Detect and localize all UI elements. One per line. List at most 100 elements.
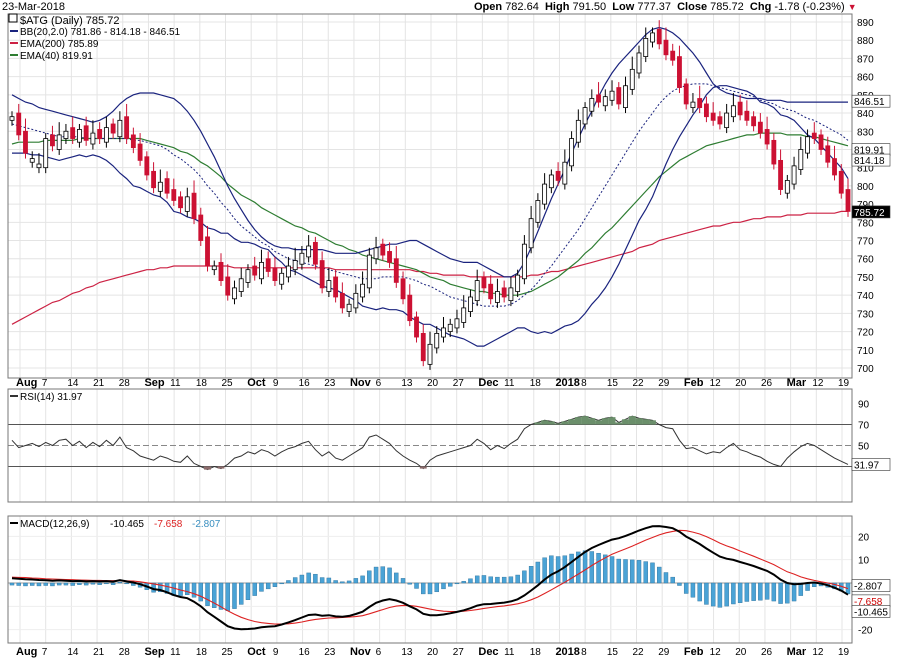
candle (387, 251, 392, 263)
price-tick-label: 840 (857, 109, 874, 120)
macd-histogram-bar (198, 582, 203, 602)
low-value: 777.37 (637, 1, 671, 13)
x-tick-label: 23 (324, 378, 336, 389)
macd-histogram-bar (616, 558, 621, 584)
price-tick-label: 760 (857, 255, 874, 266)
macd-histogram-bar (407, 582, 412, 585)
symbol-checkbox-icon[interactable] (8, 13, 18, 23)
candle (29, 158, 35, 163)
x-tick-label: Feb (684, 377, 704, 389)
candle (312, 241, 318, 265)
macd-histogram-bar (205, 582, 210, 606)
bb-lower-line (12, 85, 849, 347)
candle (103, 127, 109, 143)
macd-histogram-bar (441, 582, 446, 590)
macd-panel (9, 525, 851, 631)
macd-histogram-bar (690, 582, 696, 598)
macd-histogram-bar (522, 570, 527, 584)
macd-histogram-bar (9, 582, 15, 586)
macd-histogram-bar (394, 572, 399, 584)
x-tick-label: Oct (247, 646, 266, 658)
macd-histogram-bar (360, 575, 365, 584)
price-tick-label: 740 (857, 291, 874, 302)
macd-histogram-bar (225, 582, 230, 611)
svg-text:814.18: 814.18 (854, 156, 885, 167)
candle (299, 252, 305, 265)
macd-histogram-bar (549, 555, 554, 584)
x-tick-label: 12 (812, 378, 824, 389)
macd-histogram-bar (508, 576, 514, 584)
x-tick-label: 14 (67, 378, 79, 389)
candle (265, 258, 271, 272)
macd-histogram-bar (528, 566, 534, 584)
candle (90, 132, 96, 145)
macd-histogram-bar (367, 570, 372, 584)
macd-histogram-bar (448, 582, 453, 587)
macd-tick-label: 10 (858, 556, 870, 567)
macd-histogram-bar (596, 552, 601, 584)
x-tick-label: Sep (144, 646, 164, 658)
price-tick-label: 810 (857, 164, 874, 175)
candle (164, 178, 170, 194)
x-tick-label: 28 (119, 647, 131, 658)
price-tick-label: 710 (857, 346, 874, 357)
price-value-tag: 785.72 (851, 205, 891, 219)
x-tick-label: 26 (761, 647, 773, 658)
macd-histogram-bar (191, 582, 197, 598)
x-tick-label: 19 (838, 378, 850, 389)
macd-histogram-bar (387, 567, 392, 584)
candle (9, 116, 15, 121)
x-tick-label: 9 (273, 647, 279, 658)
x-tick-label: 9 (273, 378, 279, 389)
macd-histogram-bar (731, 582, 736, 605)
x-tick-label: 22 (633, 378, 645, 389)
candle (414, 316, 419, 338)
x-tick-label: 11 (170, 378, 181, 389)
macd-histogram-bar (292, 577, 298, 584)
macd-histogram-bar (454, 582, 460, 585)
candle (764, 129, 770, 145)
candle (454, 318, 460, 329)
macd-histogram-bar (36, 582, 42, 587)
macd-histogram-bar (603, 554, 608, 584)
candle (117, 119, 123, 138)
x-tick-label: 25 (222, 378, 234, 389)
macd-histogram-bar (104, 582, 109, 585)
candle (56, 134, 62, 150)
candle (97, 129, 103, 139)
macd-histogram-bar (744, 582, 750, 602)
candle (279, 272, 285, 285)
price-tick-label: 880 (857, 36, 874, 47)
macd-histogram-bar (663, 572, 669, 584)
candle (50, 134, 55, 147)
macd-histogram-bar (758, 582, 763, 601)
candle (629, 68, 635, 90)
macd-histogram-bar (421, 582, 426, 595)
x-tick-label: 20 (427, 647, 439, 658)
candle (292, 260, 298, 271)
candle (501, 287, 507, 298)
candle (259, 261, 264, 280)
candle (23, 130, 28, 154)
candle (677, 56, 682, 88)
candle (508, 287, 514, 302)
x-tick-label: 11 (504, 647, 515, 658)
macd-histogram-bar (414, 582, 419, 589)
candle (488, 283, 494, 300)
candle (670, 50, 676, 61)
rsi-tick-label: 70 (858, 421, 870, 432)
candle (151, 170, 157, 189)
candle (238, 278, 244, 292)
macd-histogram-bar (346, 580, 352, 584)
dropdown-arrow-icon[interactable]: ▼ (847, 2, 857, 12)
price-tick-label: 830 (857, 127, 874, 138)
macd-histogram-bar (737, 582, 743, 603)
candle (83, 125, 89, 141)
candle (697, 98, 703, 108)
macd-value-tag: -10.465 (851, 605, 891, 618)
x-tick-label: 25 (222, 647, 234, 658)
x-tick-label: Dec (478, 377, 498, 389)
rsi-value-tag: 31.97 (851, 458, 891, 471)
candle (542, 183, 548, 205)
